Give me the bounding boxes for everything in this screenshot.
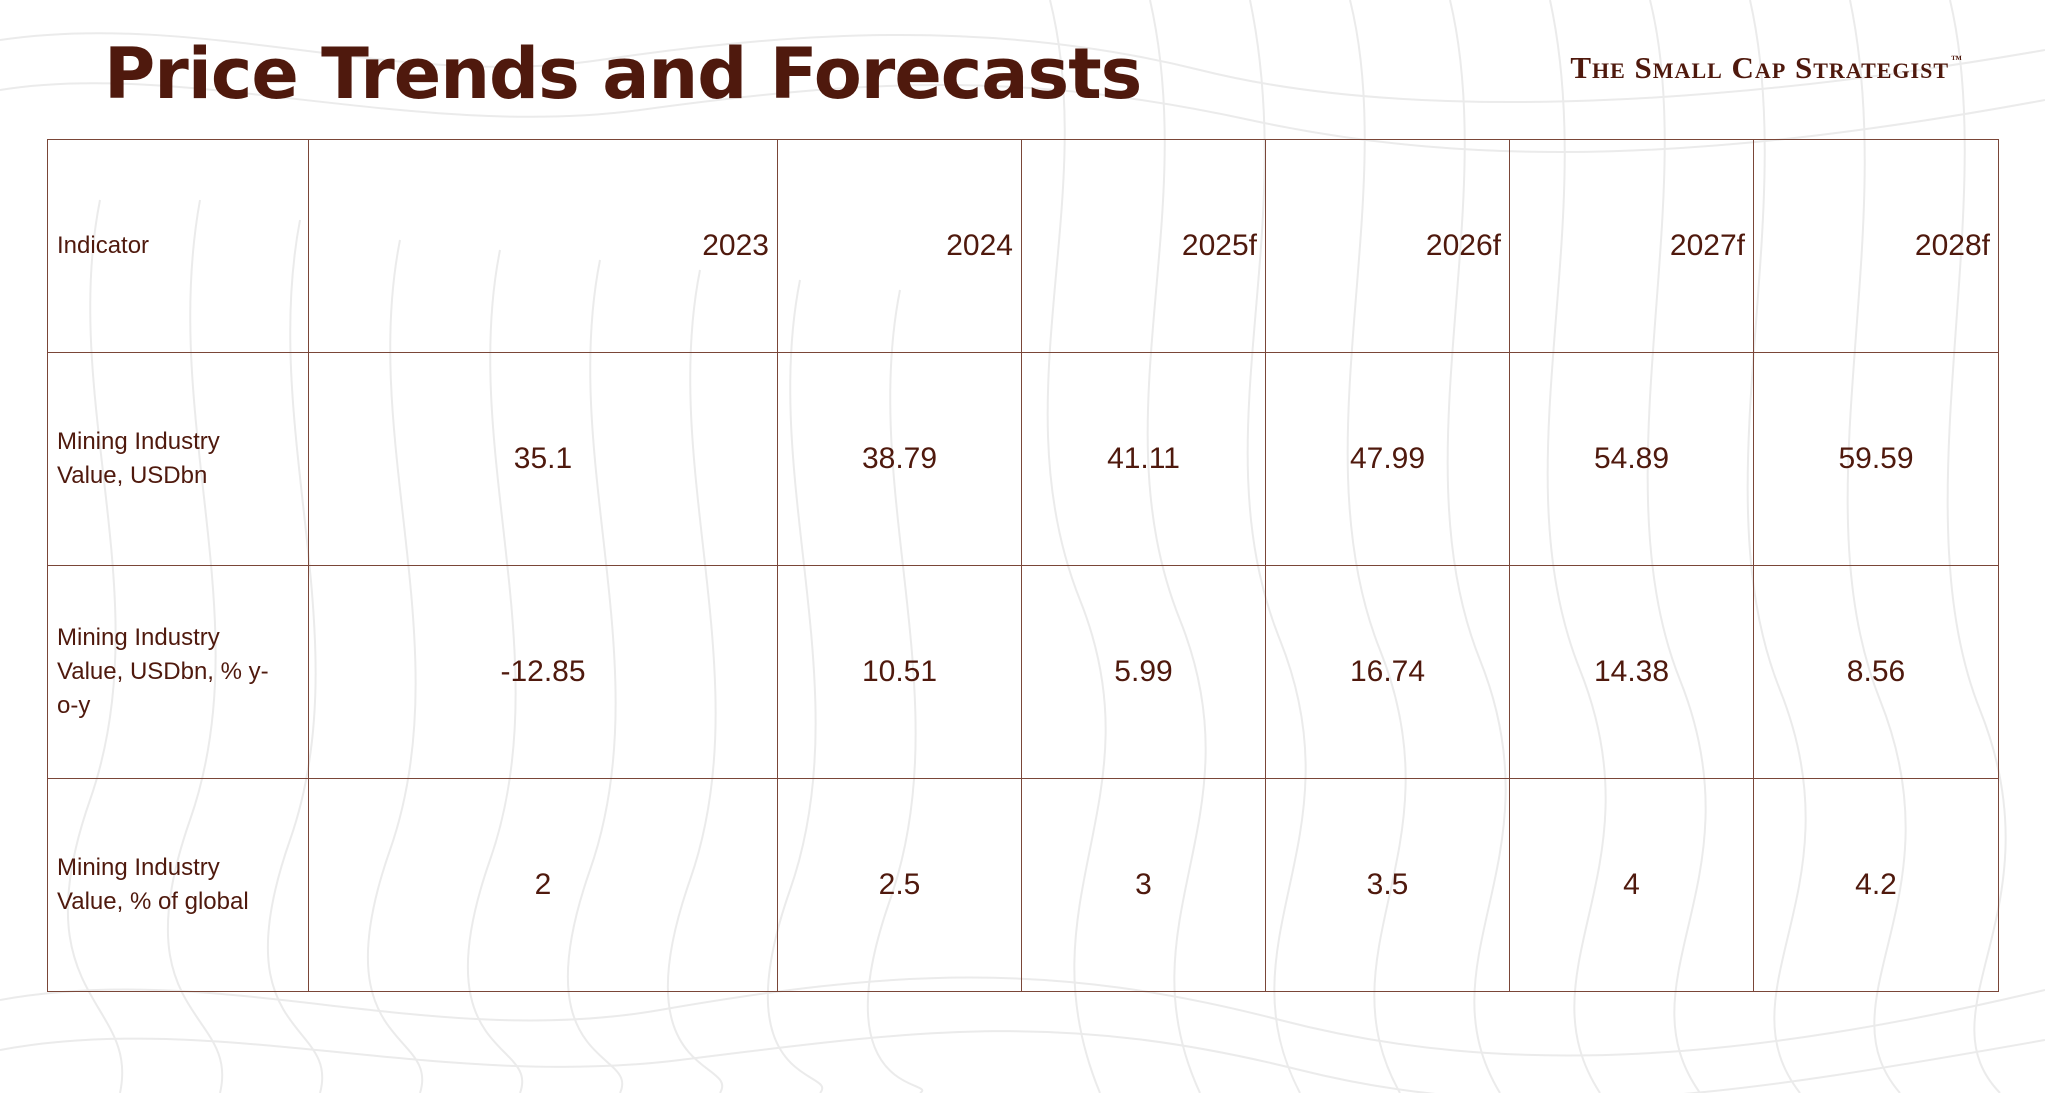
row-label: Mining Industry Value, USDbn, % y-o-y <box>47 565 309 779</box>
row-label-text: Mining Industry Value, USDbn <box>57 428 220 489</box>
table-cell: 4.2 <box>1753 778 1999 992</box>
brand-logo: The Small Cap Strategist ™ <box>1570 50 1963 86</box>
table-header-row: Indicator 2023 2024 2025f 2026f 2027f 20… <box>47 139 1999 353</box>
table-row: Mining Industry Value, % of global 2 2.5… <box>47 778 1999 992</box>
table-cell: 3 <box>1021 778 1266 992</box>
header-indicator: Indicator <box>47 139 309 353</box>
header-year: 2028f <box>1753 139 1999 353</box>
table-cell: 14.38 <box>1509 565 1754 779</box>
table-cell: 35.1 <box>308 352 778 566</box>
header-year: 2023 <box>308 139 778 353</box>
row-label: Mining Industry Value, USDbn <box>47 352 309 566</box>
table-cell: 5.99 <box>1021 565 1266 779</box>
page-title: Price Trends and Forecasts <box>104 33 1142 115</box>
header-year: 2027f <box>1509 139 1754 353</box>
table-cell: 41.11 <box>1021 352 1266 566</box>
row-label: Mining Industry Value, % of global <box>47 778 309 992</box>
table-cell: 38.79 <box>777 352 1022 566</box>
table-cell: 8.56 <box>1753 565 1999 779</box>
header-year: 2024 <box>777 139 1022 353</box>
brand-name: The Small Cap Strategist <box>1570 50 1949 85</box>
row-label-text: Mining Industry Value, USDbn, % y-o-y <box>57 624 269 719</box>
row-label-text: Mining Industry Value, % of global <box>57 854 249 915</box>
forecast-table: Indicator 2023 2024 2025f 2026f 2027f 20… <box>47 139 1999 992</box>
header-year: 2025f <box>1021 139 1266 353</box>
table-row: Mining Industry Value, USDbn, % y-o-y -1… <box>47 565 1999 779</box>
table-row: Mining Industry Value, USDbn 35.1 38.79 … <box>47 352 1999 566</box>
table-cell: 54.89 <box>1509 352 1754 566</box>
table-cell: 10.51 <box>777 565 1022 779</box>
table-cell: 47.99 <box>1265 352 1510 566</box>
table-cell: 2.5 <box>777 778 1022 992</box>
table-cell: 3.5 <box>1265 778 1510 992</box>
table-cell: -12.85 <box>308 565 778 779</box>
table-cell: 4 <box>1509 778 1754 992</box>
table-cell: 2 <box>308 778 778 992</box>
table-cell: 59.59 <box>1753 352 1999 566</box>
table-cell: 16.74 <box>1265 565 1510 779</box>
brand-trademark: ™ <box>1951 54 1963 66</box>
header-year: 2026f <box>1265 139 1510 353</box>
